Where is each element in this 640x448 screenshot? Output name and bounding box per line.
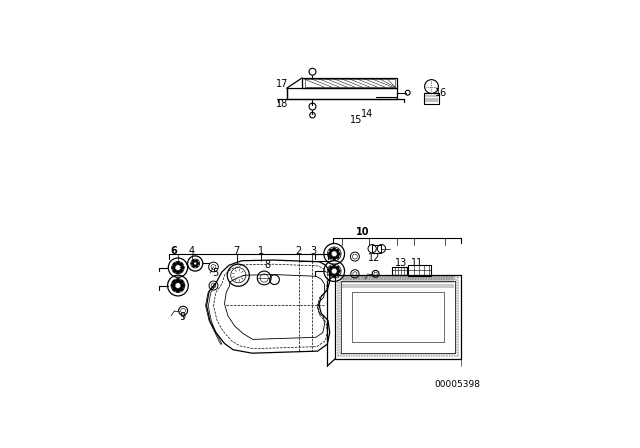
Circle shape <box>335 255 339 259</box>
Circle shape <box>330 272 333 276</box>
Circle shape <box>333 274 336 277</box>
Circle shape <box>179 280 184 284</box>
Circle shape <box>337 252 340 255</box>
Circle shape <box>330 249 333 252</box>
Text: 6: 6 <box>170 246 177 256</box>
Circle shape <box>172 266 175 269</box>
Circle shape <box>328 252 332 255</box>
Text: 13: 13 <box>395 258 407 268</box>
Text: 00005398: 00005398 <box>435 380 481 389</box>
Circle shape <box>179 263 183 266</box>
Text: 11: 11 <box>411 258 423 268</box>
Circle shape <box>333 248 336 251</box>
Circle shape <box>176 262 180 265</box>
Circle shape <box>335 266 339 270</box>
Circle shape <box>335 272 339 276</box>
Text: 2: 2 <box>296 246 302 256</box>
Text: 3: 3 <box>310 246 317 256</box>
Circle shape <box>193 264 195 267</box>
Circle shape <box>330 255 333 259</box>
Text: 9: 9 <box>179 312 185 322</box>
Circle shape <box>172 287 177 291</box>
Text: 1: 1 <box>258 246 264 256</box>
Circle shape <box>171 284 175 288</box>
Text: 12: 12 <box>369 253 381 263</box>
Circle shape <box>193 260 195 263</box>
Circle shape <box>337 269 340 273</box>
Circle shape <box>179 269 183 272</box>
Text: 10: 10 <box>356 228 369 237</box>
Circle shape <box>195 260 198 263</box>
Circle shape <box>330 266 333 270</box>
Circle shape <box>191 262 194 265</box>
Text: 4: 4 <box>189 246 195 256</box>
Circle shape <box>328 269 332 273</box>
Text: 17: 17 <box>276 79 289 89</box>
Circle shape <box>179 287 184 291</box>
Text: 14: 14 <box>361 109 374 119</box>
Circle shape <box>333 257 336 260</box>
Text: 8: 8 <box>264 260 271 270</box>
Text: 16: 16 <box>435 88 447 98</box>
Circle shape <box>176 279 180 283</box>
Circle shape <box>195 264 198 267</box>
Circle shape <box>196 262 199 265</box>
Circle shape <box>176 289 180 293</box>
Text: 15: 15 <box>350 115 362 125</box>
Circle shape <box>333 265 336 268</box>
Circle shape <box>335 249 339 252</box>
Text: 7: 7 <box>234 246 240 256</box>
Circle shape <box>173 269 177 272</box>
Circle shape <box>173 263 177 266</box>
Text: 5: 5 <box>212 268 219 278</box>
Circle shape <box>180 284 185 288</box>
Circle shape <box>176 271 180 274</box>
Circle shape <box>172 280 177 284</box>
Circle shape <box>180 266 184 269</box>
Text: 18: 18 <box>276 99 289 109</box>
